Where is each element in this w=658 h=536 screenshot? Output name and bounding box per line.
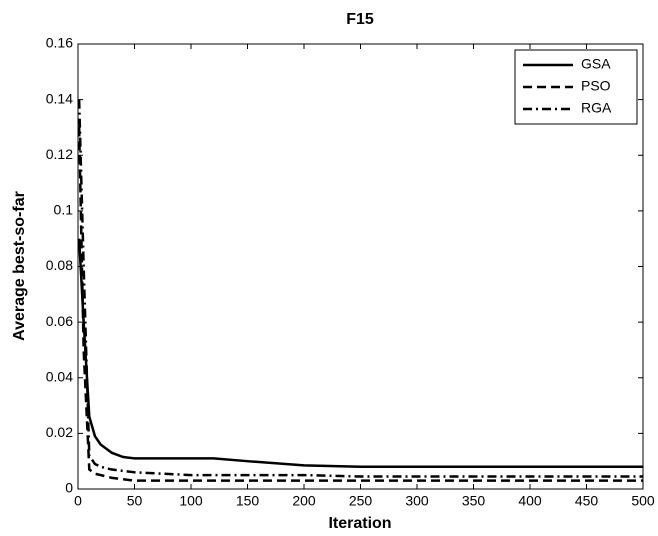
x-tick-label: 350 <box>462 493 486 509</box>
y-tick-label: 0.12 <box>46 146 73 162</box>
x-tick-label: 200 <box>292 493 316 509</box>
series-line <box>77 238 643 468</box>
y-tick-label: 0.02 <box>46 424 73 440</box>
series-line <box>77 99 643 478</box>
y-tick-label: 0.14 <box>46 90 73 106</box>
y-tick-label: 0.08 <box>46 257 73 273</box>
series-line <box>77 127 643 482</box>
x-axis-label: Iteration <box>328 515 391 532</box>
y-tick-label: 0.16 <box>46 35 73 51</box>
y-tick-label: 0 <box>65 480 73 496</box>
y-tick-label: 0.1 <box>54 202 74 218</box>
x-tick-label: 400 <box>518 493 542 509</box>
x-tick-label: 0 <box>74 493 82 509</box>
y-tick-label: 0.04 <box>46 368 73 384</box>
x-tick-label: 250 <box>349 493 373 509</box>
x-tick-label: 450 <box>575 493 599 509</box>
x-tick-label: 300 <box>405 493 429 509</box>
legend-box <box>514 49 638 125</box>
legend-label: GSA <box>581 56 611 72</box>
chart-title: F15 <box>346 11 374 28</box>
x-tick-label: 500 <box>631 493 655 509</box>
y-tick-label: 0.06 <box>46 313 73 329</box>
legend-label: PSO <box>581 78 611 94</box>
x-tick-label: 50 <box>127 493 143 509</box>
x-tick-label: 150 <box>236 493 260 509</box>
legend-label: RGA <box>581 100 612 116</box>
x-tick-label: 100 <box>179 493 203 509</box>
y-axis-label: Average best-so-far <box>11 191 28 341</box>
